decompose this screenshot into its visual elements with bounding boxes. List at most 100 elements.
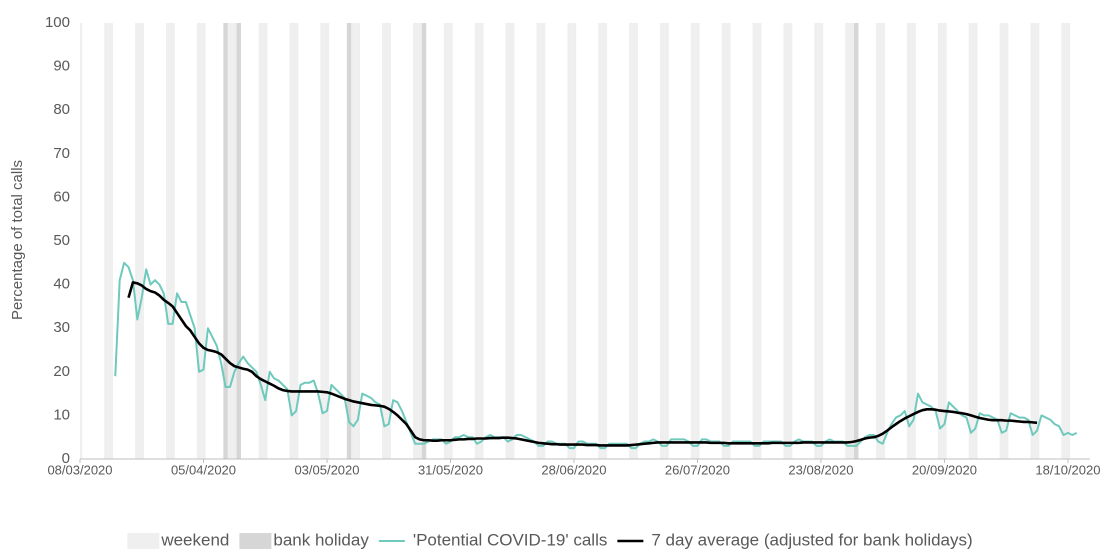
weekend-band xyxy=(201,23,206,459)
weekend-band xyxy=(880,23,885,459)
x-tick-label: 08/03/2020 xyxy=(47,462,112,477)
weekend-band xyxy=(849,23,855,459)
weekend-band xyxy=(227,23,233,459)
weekend-band xyxy=(80,23,83,459)
y-tick-label: 20 xyxy=(53,363,70,380)
weekend-band xyxy=(351,23,356,459)
weekend-band xyxy=(108,23,114,459)
x-tick-label: 28/06/2020 xyxy=(541,462,606,477)
y-tick-label: 80 xyxy=(53,101,70,118)
legend-label: 7 day average (adjusted for bank holiday… xyxy=(651,530,972,549)
legend-item: 7 day average (adjusted for bank holiday… xyxy=(617,530,973,549)
y-tick-label: 10 xyxy=(53,406,70,423)
y-tick-label: 70 xyxy=(53,145,70,162)
weekend-band xyxy=(783,23,788,459)
legend-item: weekend xyxy=(127,530,229,549)
weekend-band xyxy=(664,23,669,459)
weekend-band xyxy=(752,23,758,459)
y-tick-label: 90 xyxy=(53,58,70,75)
x-tick-label: 05/04/2020 xyxy=(171,462,236,477)
weekend-band xyxy=(139,23,144,459)
weekend-band xyxy=(906,23,912,459)
weekend-band xyxy=(474,23,480,459)
legend-item: bank holiday xyxy=(239,530,369,549)
weekend-band xyxy=(999,23,1004,459)
weekend-band xyxy=(1061,23,1066,459)
legend-swatch xyxy=(127,533,160,549)
weekend-band xyxy=(814,23,819,459)
weekend-band xyxy=(104,23,109,459)
weekend-band xyxy=(289,23,294,459)
legend: weekend bank holiday 'Potential COVID-19' … xyxy=(127,530,973,549)
weekend-band xyxy=(726,23,731,459)
y-tick-label: 0 xyxy=(62,450,70,467)
weekend-band xyxy=(968,23,974,459)
weekend-band xyxy=(1003,23,1009,459)
weekend-band xyxy=(567,23,572,459)
x-tick-label: 23/08/2020 xyxy=(788,462,853,477)
legend-label: weekend xyxy=(160,530,229,549)
weekend-band xyxy=(659,23,665,459)
weekend-band xyxy=(633,23,638,459)
weekend-band xyxy=(690,23,696,459)
weekend-band xyxy=(417,23,422,459)
weekend-band xyxy=(845,23,850,459)
legend-label: 'Potential COVID-19' calls xyxy=(413,530,608,549)
bank-holiday-band xyxy=(346,23,352,459)
weekend-band xyxy=(1030,23,1035,459)
weekend-band xyxy=(412,23,418,459)
weekend-band xyxy=(937,23,943,459)
weekend-band xyxy=(510,23,515,459)
bank-holiday-band xyxy=(223,23,228,459)
x-tick-label: 18/10/2020 xyxy=(1035,462,1100,477)
weekend-band xyxy=(355,23,361,459)
weekend-band xyxy=(602,23,608,459)
weekend-band xyxy=(166,23,171,459)
y-tick-label: 30 xyxy=(53,319,70,336)
weekend-band xyxy=(787,23,793,459)
weekend-band xyxy=(911,23,916,459)
weekend-band xyxy=(232,23,237,459)
weekend-band xyxy=(320,23,325,459)
weekend-band xyxy=(818,23,824,459)
weekend-band xyxy=(1065,23,1071,459)
weekend-band xyxy=(479,23,484,459)
weekend-band xyxy=(973,23,978,459)
series-line xyxy=(114,261,1078,450)
bank-holiday-band xyxy=(421,23,427,459)
shading xyxy=(80,23,1071,459)
weekend-band xyxy=(448,23,453,459)
y-tick-label: 100 xyxy=(45,14,70,31)
weekend-band xyxy=(170,23,175,459)
weekend-band xyxy=(263,23,268,459)
weekend-band xyxy=(505,23,511,459)
weekend-band xyxy=(629,23,634,459)
axes: 0 10 20 30 40 50 60 70 80 90 100 08/03/2020 05/04/20… xyxy=(45,14,1100,477)
legend-item: 'Potential COVID-19' calls xyxy=(378,530,608,549)
weekend-band xyxy=(443,23,449,459)
weekend-band xyxy=(540,23,546,459)
weekend-band xyxy=(721,23,727,459)
x-tick-label: 26/07/2020 xyxy=(665,462,730,477)
x-tick-label: 03/05/2020 xyxy=(294,462,359,477)
weekend-band xyxy=(324,23,330,459)
weekend-band xyxy=(695,23,700,459)
bank-holiday-band xyxy=(236,23,241,459)
weekend-band xyxy=(293,23,299,459)
legend-swatch xyxy=(239,533,272,549)
weekend-band xyxy=(757,23,762,459)
weekend-band xyxy=(196,23,202,459)
weekend-band xyxy=(382,23,387,459)
weekend-band xyxy=(942,23,947,459)
weekend-band xyxy=(598,23,603,459)
weekend-band xyxy=(135,23,140,459)
y-tick-label: 60 xyxy=(53,188,70,205)
weekend-band xyxy=(258,23,264,459)
bank-holiday-band xyxy=(854,23,859,459)
weekend-band xyxy=(571,23,577,459)
weekend-band xyxy=(876,23,881,459)
legend-label: bank holiday xyxy=(273,530,369,549)
weekend-band xyxy=(536,23,541,459)
weekend-band xyxy=(386,23,391,459)
